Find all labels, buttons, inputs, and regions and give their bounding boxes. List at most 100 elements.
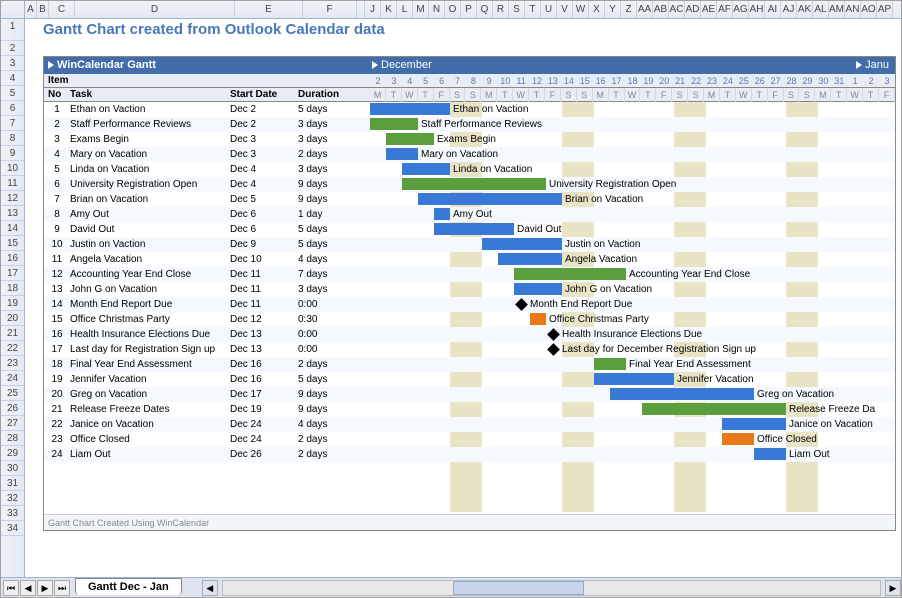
gantt-bar[interactable] <box>402 178 546 190</box>
gantt-bar[interactable] <box>370 103 450 115</box>
col-header-O[interactable]: O <box>445 1 461 18</box>
col-header-AL[interactable]: AL <box>813 1 829 18</box>
gantt-row[interactable]: 2 Staff Performance Reviews Dec 2 3 days… <box>44 117 895 132</box>
gantt-bar[interactable] <box>754 448 786 460</box>
prev-sheet-button[interactable]: ◀ <box>20 580 36 596</box>
next-sheet-button[interactable]: ▶ <box>37 580 53 596</box>
last-sheet-button[interactable]: ⏭ <box>54 580 70 596</box>
gantt-bar[interactable] <box>434 223 514 235</box>
row-header-29[interactable]: 29 <box>1 446 24 461</box>
gantt-row[interactable]: 15 Office Christmas Party Dec 12 0:30 Of… <box>44 312 895 327</box>
row-header-23[interactable]: 23 <box>1 356 24 371</box>
row-header-3[interactable]: 3 <box>1 56 24 71</box>
row-header-32[interactable]: 32 <box>1 491 24 506</box>
scroll-left-button[interactable]: ◀ <box>202 580 218 596</box>
row-header-15[interactable]: 15 <box>1 236 24 251</box>
col-header-L[interactable]: L <box>397 1 413 18</box>
gantt-bar[interactable] <box>722 418 786 430</box>
row-header-4[interactable]: 4 <box>1 71 24 86</box>
gantt-row[interactable]: 16 Health Insurance Elections Due Dec 13… <box>44 327 895 342</box>
gantt-row[interactable]: 8 Amy Out Dec 6 1 day Amy Out <box>44 207 895 222</box>
col-header-K[interactable]: K <box>381 1 397 18</box>
col-header-U[interactable]: U <box>541 1 557 18</box>
gantt-row[interactable]: 3 Exams Begin Dec 3 3 days Exams Begin <box>44 132 895 147</box>
row-header-11[interactable]: 11 <box>1 176 24 191</box>
gantt-bar[interactable] <box>482 238 562 250</box>
row-header-33[interactable]: 33 <box>1 506 24 521</box>
row-header-22[interactable]: 22 <box>1 341 24 356</box>
col-header-AO[interactable]: AO <box>861 1 877 18</box>
col-header-A[interactable]: A <box>25 1 37 18</box>
gantt-row[interactable]: 5 Linda on Vacation Dec 4 3 days Linda o… <box>44 162 895 177</box>
row-header-19[interactable]: 19 <box>1 296 24 311</box>
row-header-27[interactable]: 27 <box>1 416 24 431</box>
gantt-bar[interactable] <box>530 313 546 325</box>
col-header-AB[interactable]: AB <box>653 1 669 18</box>
col-header-R[interactable]: R <box>493 1 509 18</box>
row-header-6[interactable]: 6 <box>1 101 24 116</box>
gantt-row[interactable]: 1 Ethan on Vaction Dec 2 5 days Ethan on… <box>44 102 895 117</box>
col-header-X[interactable]: X <box>589 1 605 18</box>
col-header-AG[interactable]: AG <box>733 1 749 18</box>
gantt-row[interactable]: 20 Greg on Vacation Dec 17 9 days Greg o… <box>44 387 895 402</box>
row-header-12[interactable]: 12 <box>1 191 24 206</box>
row-header-13[interactable]: 13 <box>1 206 24 221</box>
gantt-row[interactable]: 21 Release Freeze Dates Dec 19 9 days Re… <box>44 402 895 417</box>
col-header-D[interactable]: D <box>75 1 235 18</box>
col-header-[interactable] <box>357 1 365 18</box>
expand-icon[interactable] <box>372 61 378 69</box>
col-header-Q[interactable]: Q <box>477 1 493 18</box>
gantt-row[interactable]: 19 Jennifer Vacation Dec 16 5 days Jenni… <box>44 372 895 387</box>
scroll-right-button[interactable]: ▶ <box>885 580 901 596</box>
row-header-1[interactable]: 1 <box>1 19 24 41</box>
gantt-row[interactable]: 4 Mary on Vacation Dec 3 2 days Mary on … <box>44 147 895 162</box>
gantt-row[interactable]: 23 Office Closed Dec 24 2 days Office Cl… <box>44 432 895 447</box>
gantt-row[interactable]: 24 Liam Out Dec 26 2 days Liam Out <box>44 447 895 462</box>
gantt-bar[interactable] <box>642 403 786 415</box>
gantt-bar[interactable] <box>402 163 450 175</box>
row-header-8[interactable]: 8 <box>1 131 24 146</box>
row-header-20[interactable]: 20 <box>1 311 24 326</box>
gantt-row[interactable]: 9 David Out Dec 6 5 days David Out <box>44 222 895 237</box>
col-header-Z[interactable]: Z <box>621 1 637 18</box>
gantt-bar[interactable] <box>418 193 562 205</box>
gantt-row[interactable]: 18 Final Year End Assessment Dec 16 2 da… <box>44 357 895 372</box>
col-header-P[interactable]: P <box>461 1 477 18</box>
row-header-26[interactable]: 26 <box>1 401 24 416</box>
row-header-7[interactable]: 7 <box>1 116 24 131</box>
col-header-AK[interactable]: AK <box>797 1 813 18</box>
row-header-30[interactable]: 30 <box>1 461 24 476</box>
col-header-AP[interactable]: AP <box>877 1 893 18</box>
gantt-row[interactable]: 7 Brian on Vacation Dec 5 9 days Brian o… <box>44 192 895 207</box>
col-header-AF[interactable]: AF <box>717 1 733 18</box>
row-header-14[interactable]: 14 <box>1 221 24 236</box>
gantt-row[interactable]: 13 John G on Vacation Dec 11 3 days John… <box>44 282 895 297</box>
gantt-row[interactable]: 10 Justin on Vaction Dec 9 5 days Justin… <box>44 237 895 252</box>
row-header-10[interactable]: 10 <box>1 161 24 176</box>
row-header-5[interactable]: 5 <box>1 86 24 101</box>
col-header-Y[interactable]: Y <box>605 1 621 18</box>
row-header-17[interactable]: 17 <box>1 266 24 281</box>
gantt-bar[interactable] <box>722 433 754 445</box>
gantt-bar[interactable] <box>370 118 418 130</box>
gantt-bar[interactable] <box>594 373 674 385</box>
gantt-bar[interactable] <box>386 148 418 160</box>
row-header-25[interactable]: 25 <box>1 386 24 401</box>
col-header-C[interactable]: C <box>49 1 75 18</box>
first-sheet-button[interactable]: ⏮ <box>3 580 19 596</box>
row-header-9[interactable]: 9 <box>1 146 24 161</box>
expand-icon[interactable] <box>48 61 54 69</box>
col-header-AD[interactable]: AD <box>685 1 701 18</box>
gantt-bar[interactable] <box>498 253 562 265</box>
row-header-28[interactable]: 28 <box>1 431 24 446</box>
col-header-AJ[interactable]: AJ <box>781 1 797 18</box>
gantt-bar[interactable] <box>610 388 754 400</box>
col-header-AC[interactable]: AC <box>669 1 685 18</box>
row-header-34[interactable]: 34 <box>1 521 24 536</box>
col-header-AM[interactable]: AM <box>829 1 845 18</box>
col-header-AE[interactable]: AE <box>701 1 717 18</box>
row-header-2[interactable]: 2 <box>1 41 24 56</box>
row-header-16[interactable]: 16 <box>1 251 24 266</box>
col-header-B[interactable]: B <box>37 1 49 18</box>
gantt-bar[interactable] <box>434 208 450 220</box>
